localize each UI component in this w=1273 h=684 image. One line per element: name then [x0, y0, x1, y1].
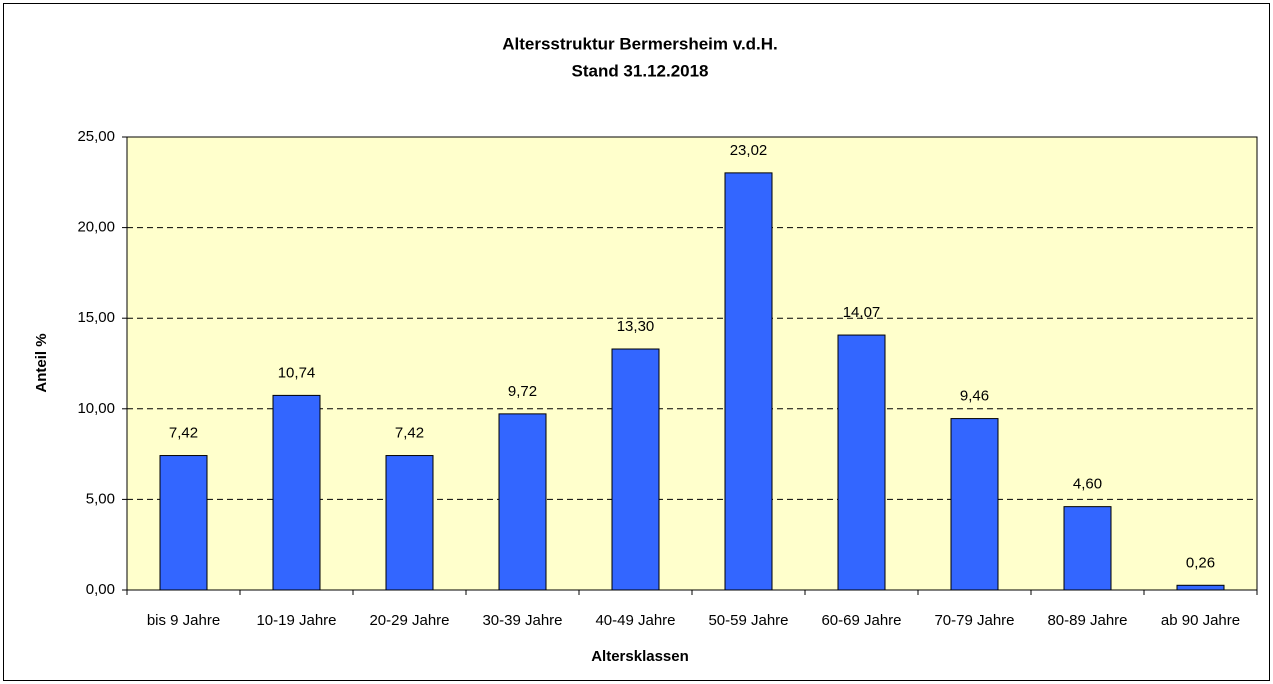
x-tick-label: 40-49 Jahre [595, 612, 675, 629]
value-label: 13,30 [617, 318, 655, 335]
y-tick-label: 20,00 [77, 219, 115, 236]
value-label: 23,02 [730, 142, 768, 159]
y-tick-label: 10,00 [77, 400, 115, 417]
value-label: 10,74 [278, 364, 316, 381]
value-label: 7,42 [395, 425, 424, 442]
bar [1176, 584, 1225, 591]
value-label: 7,42 [169, 425, 198, 442]
y-tick-label: 0,00 [86, 581, 115, 598]
y-tick-label: 5,00 [86, 490, 115, 507]
x-axis-label: Altersklassen [591, 648, 689, 665]
value-label: 0,26 [1186, 554, 1215, 571]
x-tick-label: 60-69 Jahre [821, 612, 901, 629]
x-tick-label: 80-89 Jahre [1047, 612, 1127, 629]
bar [724, 172, 773, 591]
value-label: 4,60 [1073, 476, 1102, 493]
x-tick-label: 50-59 Jahre [708, 612, 788, 629]
bar [950, 418, 999, 591]
chart-subtitle: Stand 31.12.2018 [571, 61, 708, 80]
value-label: 9,72 [508, 383, 537, 400]
x-tick-label: 20-29 Jahre [369, 612, 449, 629]
x-tick-label: bis 9 Jahre [147, 612, 220, 629]
y-tick-label: 25,00 [77, 128, 115, 145]
x-tick-label: 10-19 Jahre [256, 612, 336, 629]
bar [272, 394, 321, 591]
bar [1063, 506, 1112, 591]
bar [837, 334, 886, 591]
bar [611, 348, 660, 591]
chart-title: Altersstruktur Bermersheim v.d.H. [502, 34, 778, 53]
bar [385, 455, 434, 591]
bar [498, 413, 547, 591]
y-axis-label: Anteil % [33, 333, 50, 392]
x-tick-label: 70-79 Jahre [934, 612, 1014, 629]
y-tick-label: 15,00 [77, 309, 115, 326]
x-tick-label: 30-39 Jahre [482, 612, 562, 629]
bar [159, 455, 208, 591]
value-label: 9,46 [960, 388, 989, 405]
x-tick-label: ab 90 Jahre [1161, 612, 1240, 629]
value-label: 14,07 [843, 304, 881, 321]
